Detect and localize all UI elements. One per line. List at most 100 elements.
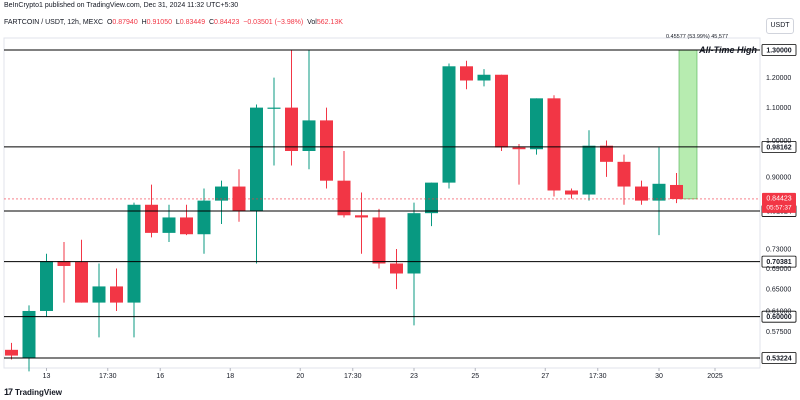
price-level-label: 1.30000 bbox=[766, 48, 791, 55]
price-level-label: 0.98162 bbox=[766, 144, 791, 151]
candle-body bbox=[407, 213, 421, 274]
low-value: 0.83449 bbox=[179, 19, 206, 26]
price-level-label: 0.70381 bbox=[766, 259, 791, 266]
time-tick-label: 2025 bbox=[707, 373, 723, 380]
candle-body bbox=[565, 190, 578, 195]
candle-body bbox=[145, 204, 158, 233]
low-label: L bbox=[175, 19, 180, 26]
price-level-label: 0.53224 bbox=[766, 356, 791, 363]
time-tick-label: 30 bbox=[655, 373, 663, 380]
candle-body bbox=[355, 215, 368, 218]
candle-body bbox=[127, 204, 141, 303]
candle-body bbox=[512, 147, 526, 150]
candle-body bbox=[582, 145, 596, 195]
publisher-line: BeInCrypto1 published on TradingView.com… bbox=[4, 2, 239, 9]
price-level-label: 0.60000 bbox=[766, 314, 791, 321]
axis-layer: 1.20000 1.10000 1.00000 0.90000 0.73000 0.690… bbox=[43, 75, 792, 380]
price-tick-label: 0.57500 bbox=[766, 329, 791, 336]
candle-layer bbox=[5, 50, 683, 372]
time-tick-label: 27 bbox=[541, 373, 549, 380]
candle-body bbox=[425, 182, 438, 214]
candle-body bbox=[250, 107, 263, 212]
candle-body bbox=[495, 74, 508, 148]
price-tick-label: 1.10000 bbox=[766, 105, 791, 112]
price-tick-label: 0.73000 bbox=[766, 247, 791, 254]
candle-body bbox=[617, 161, 631, 187]
measure-box bbox=[678, 49, 698, 200]
price-tick-label: 1.20000 bbox=[766, 75, 791, 82]
time-tick-label: 20 bbox=[296, 373, 304, 380]
countdown-label: 05:57:37 bbox=[766, 204, 792, 211]
time-tick-label: 17:30 bbox=[589, 373, 607, 380]
time-tick-label: 23 bbox=[410, 373, 418, 380]
high-value: 0.91050 bbox=[146, 19, 172, 26]
time-tick-label: 17:30 bbox=[344, 373, 362, 380]
candle-body bbox=[197, 200, 211, 235]
grid-layer bbox=[3, 37, 761, 369]
open-label: O bbox=[106, 19, 113, 26]
price-tick-label: 0.61000 bbox=[766, 308, 791, 315]
candle-body bbox=[320, 120, 333, 181]
time-tick-label: 25 bbox=[471, 373, 479, 380]
volume-value: 562.13K bbox=[316, 19, 343, 26]
price-level-badge bbox=[761, 352, 797, 364]
price-level-badge bbox=[761, 310, 797, 323]
tradingview-brand: TradingView bbox=[15, 387, 62, 397]
candle-body bbox=[180, 217, 193, 235]
candle-body bbox=[215, 186, 228, 201]
candle-body bbox=[57, 261, 71, 266]
measure-label: 0.45577 (53.99%) 45,577 bbox=[666, 34, 728, 40]
candle-body bbox=[372, 217, 386, 264]
high-label: H bbox=[141, 19, 147, 26]
candle-body bbox=[75, 262, 88, 303]
candle-body bbox=[232, 186, 246, 212]
open-value: 0.87940 bbox=[112, 19, 138, 26]
candle-body bbox=[285, 107, 298, 151]
price-tick-label: 0.69000 bbox=[766, 266, 791, 273]
time-tick-label: 18 bbox=[226, 373, 234, 380]
candle-body bbox=[162, 217, 176, 233]
ohlc-legend: FARTCOIN / USDT, 12h, MEXC O0.87940 H0.9… bbox=[4, 19, 343, 26]
candle-body bbox=[670, 184, 683, 199]
candle-body bbox=[390, 263, 403, 274]
symbol-label[interactable]: FARTCOIN / USDT, 12h, MEXC bbox=[4, 19, 104, 26]
current-price-badge bbox=[762, 192, 796, 213]
current-price-label: 0.84423 bbox=[766, 195, 791, 202]
time-tick-label: 16 bbox=[156, 373, 164, 380]
candle-body bbox=[267, 107, 281, 109]
candle-body bbox=[337, 180, 351, 216]
volume-label: Vol bbox=[307, 19, 317, 26]
ath-annotation: All-Time High bbox=[698, 45, 757, 55]
price-tick-label: 0.90000 bbox=[766, 174, 791, 181]
price-tick-label: 0.65000 bbox=[766, 287, 791, 294]
time-tick-label: 13 bbox=[43, 373, 51, 380]
candle-body bbox=[600, 145, 613, 162]
candle-body bbox=[110, 286, 123, 303]
candle-body bbox=[652, 183, 666, 201]
price-level-badge bbox=[761, 140, 797, 153]
price-tick-label: 1.00000 bbox=[766, 138, 791, 145]
candle-body bbox=[92, 286, 106, 303]
price-level-badge bbox=[761, 44, 797, 56]
tradingview-logo-icon: 17 bbox=[4, 387, 13, 397]
candle-body bbox=[477, 74, 491, 81]
close-label: C bbox=[208, 19, 215, 26]
candle-body bbox=[460, 66, 473, 81]
price-level-badge bbox=[761, 255, 797, 268]
time-tick-label: 17:30 bbox=[99, 373, 117, 380]
close-value: 0.84423 bbox=[214, 19, 240, 26]
change-value: −0.03501 (−3.98%) bbox=[243, 19, 304, 26]
candle-body bbox=[302, 120, 316, 151]
tradingview-footer[interactable]: 17 TradingView bbox=[4, 387, 62, 397]
candle-body bbox=[5, 349, 18, 356]
plot-frame bbox=[3, 37, 761, 369]
candle-body bbox=[635, 186, 648, 201]
candle-body bbox=[22, 310, 36, 359]
measure-layer: 0.45577 (53.99%) 45,577 bbox=[666, 34, 728, 200]
candle-body bbox=[530, 98, 543, 150]
candle-body bbox=[40, 261, 53, 311]
currency-button[interactable]: USDT bbox=[766, 18, 794, 34]
